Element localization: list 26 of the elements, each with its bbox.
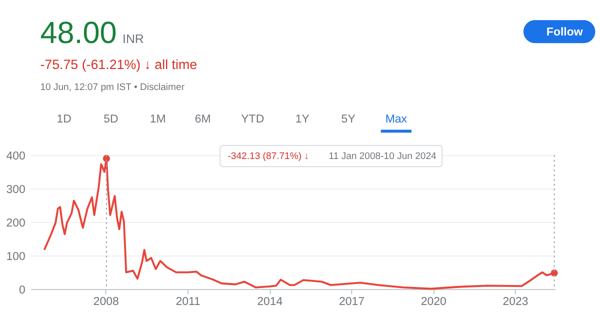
text: 1Y <box>295 114 310 126</box>
annotation: 11 Jan 2008-10 Jun 2024 <box>328 150 438 162</box>
y-tick-label: 0 <box>18 284 26 296</box>
text: 10 Jun, 12:07 pm IST • Disclaimer <box>40 82 186 94</box>
y-tick-label: 400 <box>6 150 26 162</box>
text: Max <box>385 114 408 126</box>
x-tick-label: 2020 <box>420 296 446 308</box>
text: 5Y <box>341 114 356 126</box>
y-tick-label: 200 <box>6 217 26 230</box>
y-tick-label: 100 <box>6 250 26 263</box>
text: 6M <box>194 114 211 126</box>
text: INR <box>122 32 144 46</box>
x-tick-label: 2023 <box>502 296 528 308</box>
text: 5D <box>104 114 118 126</box>
chart-subtitle: -75.75 (-61.21%) ↓ all time <box>40 56 198 72</box>
chart-title: 48.00 <box>40 16 117 50</box>
y-tick-label: 300 <box>6 184 26 196</box>
annotation: -342.13 (87.71%) ↓ <box>228 150 309 162</box>
text: YTD <box>241 114 264 126</box>
x-tick-label: 2011 <box>176 296 200 308</box>
x-tick-label: 2017 <box>339 296 365 308</box>
text: Follow <box>546 26 583 38</box>
text: 1D <box>56 114 72 126</box>
x-tick-label: 2008 <box>93 296 119 308</box>
x-tick-label: 2014 <box>257 296 284 308</box>
text: 1M <box>150 114 166 126</box>
